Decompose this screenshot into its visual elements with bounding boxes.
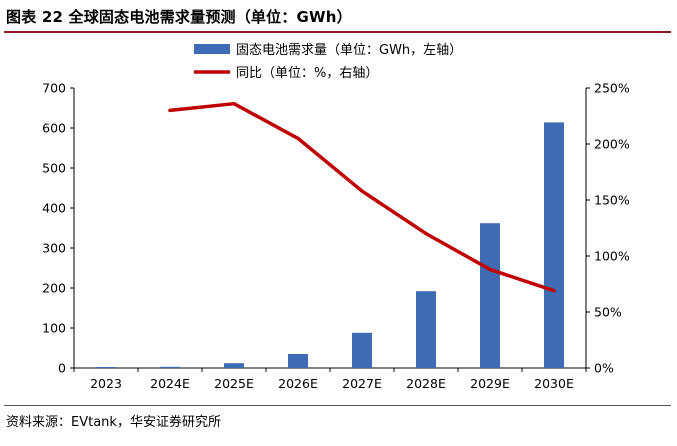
y-right-tick-label: 50% [594, 305, 622, 320]
bar [544, 122, 564, 369]
y-left-tick-label: 100 [42, 321, 66, 336]
y-right-tick-label: 0% [594, 361, 614, 376]
bar [352, 332, 372, 368]
bar [224, 363, 244, 368]
x-tick-label: 2030E [534, 376, 574, 391]
axes: 0 100 200 300 400 500 600 700 0% 50% 100% 150% 200% 2… [42, 81, 630, 392]
title-rule [4, 31, 671, 33]
x-tick-label: 2025E [214, 376, 254, 391]
bar-series [96, 122, 564, 369]
x-tick-label: 2029E [470, 376, 510, 391]
legend-line-label: 同比（单位：%，右轴） [236, 66, 378, 81]
y-left-tick-label: 700 [42, 81, 66, 96]
y-left-tick-label: 0 [58, 361, 66, 376]
y-left-tick-label: 500 [42, 161, 66, 176]
x-tick-label: 2023 [90, 376, 122, 391]
y-right-tick-label: 100% [594, 249, 630, 264]
bar [96, 367, 116, 368]
bar [416, 291, 436, 368]
y-right-tick-label: 150% [594, 193, 630, 208]
x-tick-label: 2024E [150, 376, 190, 391]
source-note: 资料来源：EVtank，华安证券研究所 [6, 415, 221, 430]
legend-bar-label: 固态电池需求量（单位：GWh，左轴） [236, 43, 462, 58]
bar [160, 366, 180, 368]
legend: 固态电池需求量（单位：GWh，左轴） 同比（单位：%，右轴） [194, 43, 462, 81]
x-tick-label: 2027E [342, 376, 382, 391]
line-series [168, 101, 556, 293]
bar [480, 223, 500, 368]
figure-title: 图表 22 全球固态电池需求量预测（单位：GWh） [6, 8, 352, 26]
y-right-tick-label: 250% [594, 81, 630, 96]
y-left-tick-label: 300 [42, 241, 66, 256]
bar [288, 354, 308, 368]
y-left-tick-label: 600 [42, 121, 66, 136]
source-rule [4, 405, 671, 406]
legend-bar-swatch [194, 44, 230, 54]
x-tick-label: 2026E [278, 376, 318, 391]
y-left-tick-label: 200 [42, 281, 66, 296]
y-right-tick-label: 200% [594, 137, 630, 152]
x-tick-label: 2028E [406, 376, 446, 391]
y-left-tick-label: 400 [42, 201, 66, 216]
